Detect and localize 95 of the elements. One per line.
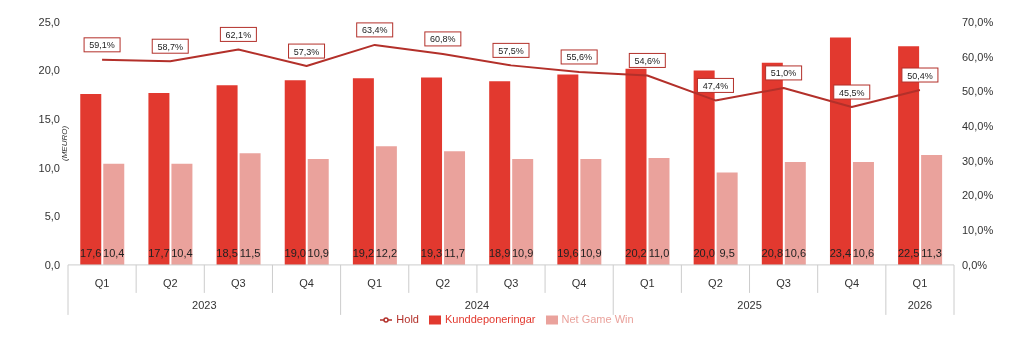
data-label: 59,1%: [89, 40, 115, 51]
data-label: 55,6%: [566, 52, 592, 63]
x-tick-label: Q1: [639, 276, 655, 289]
y-tick-label: 5,0: [44, 210, 60, 223]
data-label: 60,8%: [430, 34, 456, 45]
bar: [421, 77, 443, 265]
bar: [284, 80, 306, 265]
x-tick-label: Q2: [708, 276, 723, 289]
y-tick-label: 25,0: [38, 15, 60, 28]
x-tick-label: Q1: [367, 276, 383, 289]
data-label: 58,7%: [157, 41, 183, 52]
x-tick-label: Q3: [776, 276, 791, 289]
legend-label: Hold: [396, 312, 419, 325]
data-label: 51,0%: [770, 68, 797, 79]
bar: [580, 159, 602, 265]
y2-tick-label: 40,0%: [962, 120, 994, 133]
data-label: 10,4: [171, 246, 193, 259]
x-tick-label: Q4: [844, 276, 860, 289]
data-label: 50,4%: [907, 70, 933, 81]
data-label: 47,4%: [702, 80, 729, 91]
x-tick-label: Q1: [912, 276, 928, 289]
legend-label: Net Game Win: [561, 312, 634, 325]
y2-tick-label: 60,0%: [962, 50, 994, 63]
data-label: 57,3%: [293, 46, 320, 57]
data-label: 10,6: [784, 246, 807, 259]
bar: [103, 163, 125, 265]
data-label: 10,9: [307, 246, 329, 259]
data-label: 62,1%: [225, 29, 252, 40]
data-label: 9,5: [719, 246, 735, 259]
y2-tick-label: 20,0%: [962, 189, 994, 202]
data-label: 19,3: [420, 246, 443, 259]
bar: [557, 74, 579, 265]
data-label: 19,6: [557, 246, 579, 259]
text: 2025: [737, 298, 762, 311]
text: 2026: [907, 298, 933, 311]
data-label: 10,9: [580, 246, 602, 259]
bar: [148, 92, 170, 265]
data-label: 11,7: [444, 246, 465, 259]
y2-tick-label: 50,0%: [962, 85, 994, 98]
bar: [239, 153, 261, 265]
y-tick-label: 15,0: [38, 113, 60, 126]
x-tick-label: Q1: [94, 276, 110, 289]
y2-tick-label: 70,0%: [962, 15, 994, 28]
data-label: 11,3: [921, 246, 942, 259]
data-label: 63,4%: [361, 25, 388, 36]
bar: [171, 163, 193, 265]
legend-label: Kunddeponeringar: [444, 312, 536, 325]
bar: [716, 172, 738, 265]
bar: [352, 78, 374, 265]
y-axis-title: (MEURO): [59, 125, 69, 162]
data-label: 19,2: [352, 246, 375, 259]
bar: [80, 93, 102, 265]
data-label: 10,4: [103, 246, 125, 259]
y-tick-label: 20,0: [38, 64, 60, 77]
y2-tick-label: 10,0%: [962, 224, 994, 237]
data-label: 20,2: [625, 246, 647, 259]
y2-tick-label: 30,0%: [962, 154, 994, 167]
bar: [375, 146, 397, 265]
data-label: 10,6: [852, 246, 875, 259]
data-label: 20,0: [693, 246, 715, 259]
x-tick-label: Q2: [162, 276, 178, 289]
bar: [512, 159, 534, 265]
x-tick-label: Q2: [435, 276, 451, 289]
bar: [307, 159, 329, 265]
data-label: 17,7: [148, 246, 170, 259]
y-tick-label: 0,0: [44, 258, 60, 271]
data-label: 11,5: [239, 246, 261, 259]
data-label: 11,0: [648, 246, 670, 259]
y2-tick-label: 0,0%: [962, 258, 988, 271]
data-label: 54,6%: [634, 55, 661, 66]
bar: [216, 85, 238, 265]
data-label: 23,4: [829, 246, 852, 259]
x-tick-label: Q4: [571, 276, 587, 289]
x-tick-label: Q3: [231, 276, 246, 289]
text: 2024: [464, 298, 490, 311]
y-tick-label: 10,0: [38, 161, 60, 174]
data-label: 20,8: [761, 246, 784, 259]
data-label: 17,6: [80, 246, 102, 259]
data-label: 57,5%: [498, 45, 524, 56]
data-label: 18,5: [216, 246, 238, 259]
bar: [921, 155, 943, 265]
bar: [784, 161, 806, 265]
data-label: 19,0: [284, 246, 306, 259]
bar: [852, 161, 874, 265]
data-label: 18,9: [488, 246, 511, 259]
x-tick-label: Q3: [503, 276, 519, 289]
bar: [489, 81, 511, 265]
data-label: 22,5: [897, 246, 920, 259]
x-tick-label: Q4: [299, 276, 314, 289]
data-label: 45,5%: [839, 87, 865, 98]
data-label: 12,2: [375, 246, 398, 259]
data-label: 10,9: [511, 246, 534, 259]
bar: [444, 151, 466, 265]
text: 2023: [192, 298, 217, 311]
bar: [648, 158, 670, 265]
